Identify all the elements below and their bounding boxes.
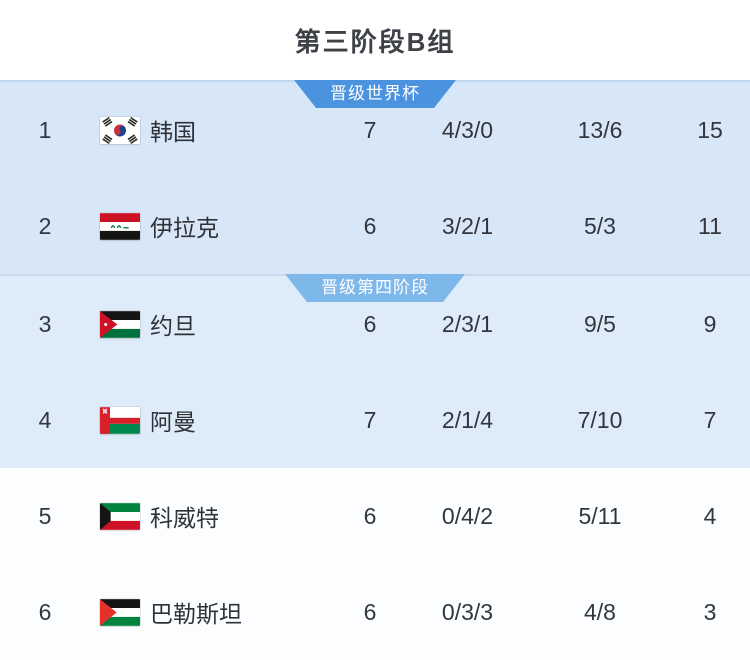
table-row: 5 科威特 6 0/4/2 5/11 4 [0, 468, 750, 564]
section-fourth-stage: 晋级第四阶段 3 约旦 6 2/3/1 9/5 9 4 [0, 274, 750, 468]
goals-cell: 13/6 [577, 116, 623, 143]
goals-cell: 7/10 [577, 406, 623, 433]
points-cell: 11 [698, 212, 722, 239]
flag-cell [90, 310, 150, 338]
goals-cell: 9/5 [584, 310, 616, 337]
wdl-cell: 2/1/4 [441, 406, 494, 433]
banner-fourth-stage: 晋级第四阶段 [285, 274, 465, 302]
played-cell: 7 [363, 406, 377, 433]
table-row: 2 伊拉克 6 3/2/1 5/3 11 [0, 178, 750, 274]
rank-cell: 2 [38, 212, 52, 239]
team-name: 巴勒斯坦 [150, 601, 242, 627]
flag-kuwait-icon [100, 502, 140, 530]
played-cell: 6 [363, 502, 377, 529]
section-world-cup: 晋级世界杯 1 [0, 80, 750, 274]
wdl-cell: 0/3/3 [441, 598, 494, 625]
played-cell: 6 [363, 598, 377, 625]
table-row: 3 约旦 6 2/3/1 9/5 9 [0, 276, 750, 372]
wdl-cell: 4/3/0 [441, 116, 494, 143]
flag-cell [90, 598, 150, 626]
page-header: 第三阶段B组 [0, 0, 750, 80]
team-name: 韩国 [150, 119, 196, 145]
wdl-cell: 0/4/2 [441, 502, 494, 529]
team-name: 约旦 [150, 313, 196, 339]
goals-cell: 5/3 [584, 212, 616, 239]
table-row: 1 韩 [0, 82, 750, 178]
flag-south-korea-icon [100, 116, 140, 144]
flag-iraq-icon [100, 212, 140, 240]
goals-cell: 5/11 [578, 502, 622, 529]
page-title: 第三阶段B组 [294, 26, 456, 57]
rank-cell: 6 [38, 598, 52, 625]
rank-cell: 5 [38, 502, 52, 529]
rank-cell: 4 [38, 406, 52, 433]
team-name: 伊拉克 [150, 215, 219, 241]
flag-oman-icon [100, 406, 140, 434]
wdl-cell: 3/2/1 [441, 212, 494, 239]
points-cell: 3 [703, 598, 717, 625]
table-row: 6 巴勒斯坦 6 0/3/3 4/8 3 [0, 564, 750, 660]
section-eliminated: 5 科威特 6 0/4/2 5/11 4 6 [0, 468, 750, 660]
banner-world-cup: 晋级世界杯 [294, 80, 456, 108]
points-cell: 4 [703, 502, 717, 529]
table-row: 4 阿曼 7 2/1/4 7/10 7 [0, 372, 750, 468]
team-name: 阿曼 [150, 409, 196, 435]
flag-palestine-icon [100, 598, 140, 626]
wdl-cell: 2/3/1 [441, 310, 494, 337]
flag-cell [90, 406, 150, 434]
flag-cell [90, 212, 150, 240]
team-name: 科威特 [150, 505, 219, 531]
played-cell: 6 [363, 310, 377, 337]
flag-cell [90, 116, 150, 144]
played-cell: 7 [363, 116, 377, 143]
goals-cell: 4/8 [584, 598, 616, 625]
flag-cell [90, 502, 150, 530]
flag-jordan-icon [100, 310, 140, 338]
points-cell: 9 [703, 310, 717, 337]
points-cell: 15 [697, 116, 723, 143]
rank-cell: 1 [38, 116, 52, 143]
points-cell: 7 [703, 406, 717, 433]
played-cell: 6 [363, 212, 377, 239]
rank-cell: 3 [38, 310, 52, 337]
